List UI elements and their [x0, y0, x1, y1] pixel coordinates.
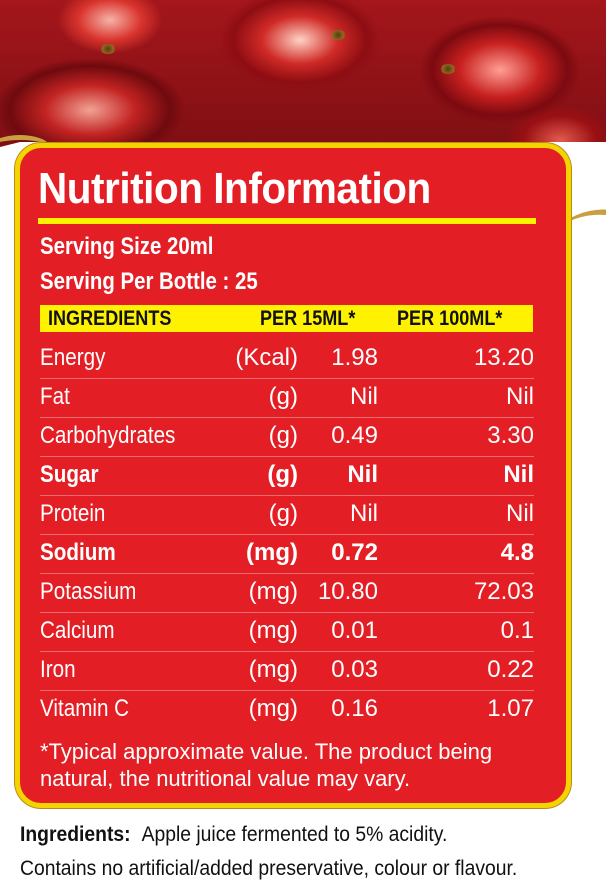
value-per-15ml: Nil: [350, 383, 378, 410]
nutrient-name: Sodium: [40, 539, 116, 566]
header-ingredients: INGREDIENTS: [48, 307, 172, 330]
nutrient-unit: (mg): [248, 578, 298, 605]
nutrient-name: Potassium: [40, 578, 137, 605]
value-per-100ml: 1.07: [487, 695, 534, 722]
nutrient-name: Vitamin C: [40, 695, 130, 722]
serving-per-bottle: Serving Per Bottle : 25: [40, 268, 258, 295]
table-row: Energy (Kcal) 1.98 13.20: [40, 340, 534, 379]
value-per-15ml: Nil: [350, 500, 378, 527]
ingredients-line-1: Ingredients: Apple juice fermented to 5% …: [20, 818, 554, 852]
table-row: Iron (mg) 0.03 0.22: [40, 652, 534, 691]
nutrient-name: Iron: [40, 656, 76, 683]
value-per-100ml: 3.30: [487, 422, 534, 449]
value-per-100ml: Nil: [503, 461, 534, 488]
table-header: INGREDIENTS PER 15ML* PER 100ML*: [40, 305, 533, 332]
footnote: *Typical approximate value. The product …: [40, 739, 493, 791]
row-divider: [40, 690, 534, 691]
nutrient-name: Carbohydrates: [40, 422, 176, 449]
row-divider: [40, 378, 534, 379]
table-row: Carbohydrates (g) 0.49 3.30: [40, 418, 534, 457]
nutrient-name: Sugar: [40, 461, 99, 488]
ingredients-block: Ingredients: Apple juice fermented to 5% …: [20, 818, 554, 886]
nutrient-unit: (g): [267, 461, 298, 488]
nutrient-unit: (mg): [248, 695, 298, 722]
row-divider: [40, 651, 534, 652]
table-row: Vitamin C (mg) 0.16 1.07: [40, 691, 534, 730]
nutrient-unit: (mg): [246, 539, 298, 566]
value-per-15ml: Nil: [347, 461, 378, 488]
value-per-100ml: 4.8: [500, 539, 534, 566]
nutrient-name: Energy: [40, 344, 106, 371]
ingredients-label: Ingredients:: [20, 823, 131, 846]
value-per-100ml: Nil: [506, 500, 534, 527]
row-divider: [40, 456, 534, 457]
apple-stem: [100, 44, 116, 54]
table-row: Sodium (mg) 0.72 4.8: [40, 535, 534, 574]
nutrient-name: Fat: [40, 383, 70, 410]
nutrient-unit: (mg): [248, 617, 298, 644]
nutrition-panel: Nutrition Information Serving Size 20ml …: [15, 143, 571, 808]
table-row: Calcium (mg) 0.01 0.1: [40, 613, 534, 652]
title-underline: [38, 218, 536, 224]
value-per-100ml: 13.20: [473, 344, 534, 371]
value-per-15ml: 1.98: [331, 344, 378, 371]
row-divider: [40, 417, 534, 418]
row-divider: [40, 612, 534, 613]
nutrient-unit: (g): [268, 500, 298, 527]
row-divider: [40, 573, 534, 574]
value-per-15ml: 0.72: [331, 539, 378, 566]
table-row: Potassium (mg) 10.80 72.03: [40, 574, 534, 613]
panel-title: Nutrition Information: [38, 164, 431, 213]
table-row: Protein (g) Nil Nil: [40, 496, 534, 535]
row-divider: [40, 534, 534, 535]
header-per-15ml: PER 15ML*: [260, 307, 356, 330]
nutrient-unit: (g): [268, 422, 298, 449]
value-per-100ml: 0.22: [487, 656, 534, 683]
nutrient-name: Calcium: [40, 617, 115, 644]
value-per-15ml: 0.16: [331, 695, 378, 722]
apple-stem: [440, 64, 456, 74]
value-per-15ml: 0.03: [331, 656, 378, 683]
value-per-100ml: 0.1: [500, 617, 534, 644]
ingredients-line-2: Contains no artificial/added preservativ…: [20, 857, 518, 880]
table-row: Fat (g) Nil Nil: [40, 379, 534, 418]
value-per-15ml: 0.01: [331, 617, 378, 644]
value-per-100ml: Nil: [506, 383, 534, 410]
value-per-15ml: 0.49: [331, 422, 378, 449]
header-per-100ml: PER 100ML*: [397, 307, 503, 330]
nutrient-unit: (g): [268, 383, 298, 410]
gold-accent-left: [0, 135, 50, 160]
apple-stem: [330, 30, 346, 40]
nutrient-unit: (Kcal): [235, 344, 298, 371]
nutrient-unit: (mg): [248, 656, 298, 683]
value-per-15ml: 10.80: [317, 578, 378, 605]
nutrient-name: Protein: [40, 500, 106, 527]
serving-size: Serving Size 20ml: [40, 233, 214, 260]
table-row: Sugar (g) Nil Nil: [40, 457, 534, 496]
value-per-100ml: 72.03: [473, 578, 534, 605]
row-divider: [40, 495, 534, 496]
ingredients-text: Apple juice fermented to 5% acidity.: [141, 823, 448, 846]
